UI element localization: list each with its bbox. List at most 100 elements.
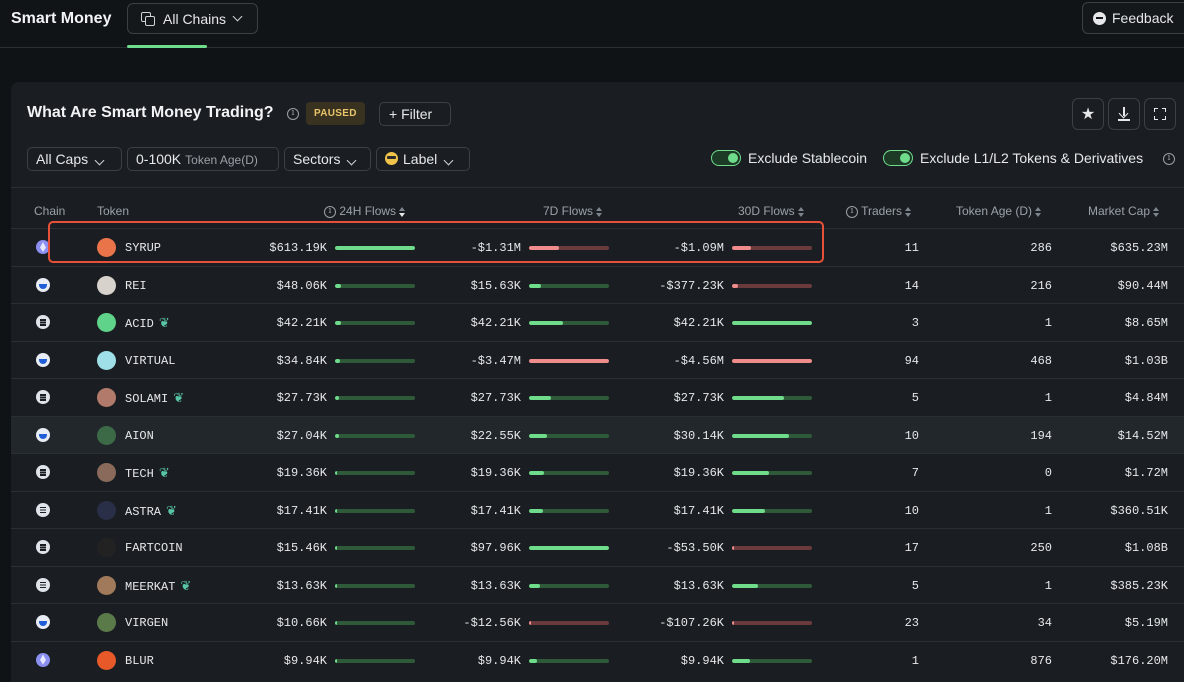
header-token-age[interactable]: Token Age (D) xyxy=(956,204,1042,218)
active-tab-indicator xyxy=(127,45,207,48)
flow-24h-bar xyxy=(335,471,415,475)
flow-30d-bar xyxy=(732,508,812,513)
token-name[interactable]: REI xyxy=(125,278,147,293)
flow-24h-value: $27.04K xyxy=(276,428,327,443)
token-name[interactable]: ACID ❦ xyxy=(125,316,170,331)
token-name[interactable]: MEERKAT ❦ xyxy=(125,578,192,594)
exclude-l1l2-toggle[interactable] xyxy=(883,150,913,166)
chat-icon xyxy=(1093,11,1106,25)
header-token-age-label: Token Age (D) xyxy=(956,204,1033,218)
table-row[interactable]: AION $27.04K $22.55K $30.14K 10 194 $14.52M xyxy=(11,415,1184,453)
download-button[interactable] xyxy=(1108,98,1140,130)
header-7d-flows[interactable]: 7D Flows xyxy=(543,204,603,218)
flow-30d-bar xyxy=(732,546,812,550)
chain-selector-label: All Chains xyxy=(163,10,227,27)
feedback-button[interactable]: Feedback xyxy=(1082,2,1184,34)
caps-filter-dropdown[interactable]: All Caps xyxy=(27,147,122,171)
flow-30d-value: $9.94K xyxy=(680,653,724,668)
token-name[interactable]: FARTCOIN xyxy=(125,541,183,555)
flow-7d-bar xyxy=(529,246,609,250)
token-name[interactable]: AION xyxy=(125,428,154,443)
token-name[interactable]: ASTRA ❦ xyxy=(125,503,177,519)
table-row[interactable]: ACID ❦ $42.21K $42.21K $42.21K 3 1 $8.65M xyxy=(11,303,1184,341)
market-cap-value: $635.23M xyxy=(1110,241,1168,255)
smart-money-panel: What Are Smart Money Trading? PAUSED + F… xyxy=(11,82,1184,682)
flow-24h-bar xyxy=(335,583,415,588)
flow-7d-value: -$1.31M xyxy=(470,241,521,255)
flow-24h-bar xyxy=(335,621,415,625)
sort-icon xyxy=(1035,206,1042,217)
flow-30d-value: -$53.50K xyxy=(666,541,724,555)
header-24h-flows[interactable]: 24H Flows xyxy=(324,204,406,218)
flow-24h-value: $42.21K xyxy=(276,316,327,330)
token-age-range: 0-100K xyxy=(136,151,182,167)
flow-30d-bar xyxy=(732,621,812,625)
flow-24h-value: $9.94K xyxy=(283,653,327,668)
table-header: Chain Token 24H Flows 7D Flows 30D Flows… xyxy=(11,187,1184,227)
table-row[interactable]: VIRTUAL $34.84K -$3.47M -$4.56M 94 468 $1.03B xyxy=(11,340,1184,379)
header-30d-flows[interactable]: 30D Flows xyxy=(738,204,804,218)
table-row[interactable]: BLUR $9.94K $9.94K $9.94K 1 876 $176.20M xyxy=(11,640,1184,679)
fullscreen-button[interactable] xyxy=(1144,98,1176,130)
exclude-stablecoin-toggle[interactable] xyxy=(711,150,741,166)
token-age-value: 1 xyxy=(1044,503,1052,518)
token-age-value: 1 xyxy=(1044,391,1052,405)
flow-24h-value: $17.41K xyxy=(276,503,327,518)
label-icon xyxy=(385,152,398,165)
token-age-value: 34 xyxy=(1037,616,1052,630)
info-icon[interactable] xyxy=(287,108,299,120)
market-cap-value: $1.03B xyxy=(1124,353,1168,368)
token-name[interactable]: VIRGEN xyxy=(125,616,169,630)
token-name[interactable]: TECH ❦ xyxy=(125,466,170,481)
header-7d-flows-label: 7D Flows xyxy=(543,204,594,218)
flow-24h-value: $10.66K xyxy=(276,616,327,630)
token-logo-icon xyxy=(97,463,116,482)
chain-selector-button[interactable]: All Chains xyxy=(127,3,258,34)
info-icon xyxy=(324,205,336,218)
token-name[interactable]: SOLAMI ❦ xyxy=(125,391,185,406)
flow-24h-bar xyxy=(335,546,415,550)
table-row[interactable]: ASTRA ❦ $17.41K $17.41K $17.41K 10 1 $360.51K xyxy=(11,490,1184,529)
chains-icon xyxy=(141,11,155,26)
header-market-cap[interactable]: Market Cap xyxy=(1088,204,1160,218)
token-name[interactable]: BLUR xyxy=(125,653,154,668)
table-row[interactable]: TECH ❦ $19.36K $19.36K $19.36K 7 0 $1.72M xyxy=(11,453,1184,491)
traders-value: 23 xyxy=(904,616,919,630)
token-age-value: 216 xyxy=(1030,278,1052,293)
solana-icon xyxy=(36,502,50,517)
label-filter-dropdown[interactable]: Label xyxy=(376,147,470,171)
table-row[interactable]: VIRGEN $10.66K -$12.56K -$107.26K 23 34 $5.19M xyxy=(11,603,1184,641)
traders-value: 10 xyxy=(904,503,919,518)
table-row[interactable]: SYRUP $613.19K -$1.31M -$1.09M 11 286 $635.23M xyxy=(11,228,1184,266)
flow-24h-value: $27.73K xyxy=(276,391,327,405)
ethereum-icon xyxy=(36,652,50,667)
token-name[interactable]: SYRUP xyxy=(125,241,162,255)
page-title: Smart Money xyxy=(11,10,112,27)
favorite-button[interactable]: ★ xyxy=(1072,98,1104,130)
flow-7d-value: $17.41K xyxy=(470,503,521,518)
flow-30d-bar xyxy=(732,583,812,588)
token-age-filter[interactable]: 0-100K Token Age(D) xyxy=(127,147,279,171)
table-row[interactable]: MEERKAT ❦ $13.63K $13.63K $13.63K 5 1 $385.23K xyxy=(11,565,1184,604)
flow-30d-value: $13.63K xyxy=(673,578,724,593)
token-logo-icon xyxy=(97,613,116,632)
header-traders[interactable]: Traders xyxy=(846,204,912,218)
market-cap-value: $90.44M xyxy=(1117,278,1168,293)
table-row[interactable]: REI $48.06K $15.63K -$377.23K 14 216 $90.44M xyxy=(11,265,1184,304)
table-row[interactable]: FARTCOIN $15.46K $97.96K -$53.50K 17 250 $1.08… xyxy=(11,528,1184,566)
solana-icon xyxy=(36,577,50,592)
add-filter-button[interactable]: + Filter xyxy=(379,102,451,126)
flow-24h-bar xyxy=(335,358,415,363)
flow-7d-bar xyxy=(529,583,609,588)
table-row[interactable]: SOLAMI ❦ $27.73K $27.73K $27.73K 5 1 $4.84M xyxy=(11,378,1184,416)
traders-value: 5 xyxy=(911,578,919,593)
token-name[interactable]: VIRTUAL xyxy=(125,353,176,368)
chevron-down-icon xyxy=(347,155,357,166)
flow-30d-value: $17.41K xyxy=(673,503,724,518)
flow-7d-bar xyxy=(529,658,609,663)
info-icon[interactable] xyxy=(1163,153,1175,165)
flow-24h-value: $15.46K xyxy=(276,541,327,555)
flow-24h-bar xyxy=(335,658,415,663)
sectors-filter-dropdown[interactable]: Sectors xyxy=(284,147,371,171)
flow-30d-value: -$1.09M xyxy=(673,241,724,255)
